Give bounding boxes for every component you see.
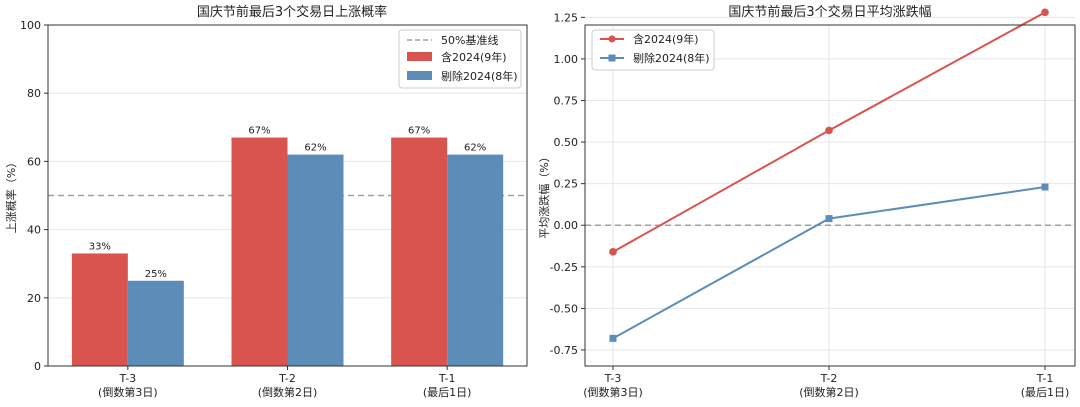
- bar-series-2: [287, 154, 344, 366]
- legend-reference-label: 50%基准线: [441, 33, 498, 47]
- line-chart-grid: [585, 16, 1075, 366]
- line-chart-y-axis-label: 平均涨跌幅（%）: [537, 151, 551, 238]
- bar-chart-y-tick-label: 80: [27, 87, 41, 100]
- line-chart-y-tick-label: 0.25: [554, 178, 579, 191]
- line-chart-y-tick-label: 1.25: [554, 11, 579, 24]
- bar-chart-title: 国庆节前最后3个交易日上涨概率: [197, 4, 387, 20]
- bar-chart-x-tick-label: T-1 (最后1日): [423, 372, 472, 399]
- bar-chart-y-tick-label: 0: [34, 360, 41, 373]
- line-chart-y-tick-label: -0.50: [550, 302, 578, 315]
- bar-data-label: 25%: [145, 269, 167, 280]
- line-chart-x-ticks: T-3 (倒数第3日) T-2 (倒数第2日) T-1 (最后1日): [583, 366, 1069, 399]
- bar-chart-legend: 50%基准线 含2024(9年) 剔除2024(8年): [398, 29, 522, 89]
- bar-data-label: 62%: [464, 143, 486, 154]
- legend-series-2-label: 剔除2024(8年): [441, 69, 518, 83]
- bar-data-label: 62%: [304, 143, 326, 154]
- line-chart-y-tick-label: 0.50: [554, 136, 579, 149]
- line-chart-y-tick-label: 0.00: [554, 219, 579, 232]
- line-chart-title: 国庆节前最后3个交易日平均涨跌幅: [728, 4, 931, 20]
- line-point-marker: [609, 334, 617, 342]
- line-chart-x-tick-label: T-1 (最后1日): [1021, 372, 1070, 399]
- line-chart-x-tick-label: T-3 (倒数第3日): [583, 372, 643, 399]
- line-point-marker: [825, 126, 833, 135]
- line-chart-x-tick-label: T-2 (倒数第2日): [799, 372, 859, 399]
- bar-chart-bars: [71, 137, 504, 366]
- line-point-marker: [609, 248, 617, 256]
- line-chart-plot-frame: [584, 24, 1076, 367]
- bar-chart-data-labels: 33% 67% 67% 25% 62% 62%: [89, 126, 487, 280]
- bar-chart-y-tick-label: 60: [27, 155, 41, 168]
- legend-line-2-label: 剔除2024(8年): [633, 51, 710, 65]
- line-chart-y-tick-label: -0.25: [550, 261, 578, 274]
- line-point-marker: [825, 215, 833, 223]
- bar-chart-y-tick-label: 20: [27, 292, 41, 305]
- bar-chart-y-tick-label: 40: [27, 224, 41, 237]
- bar-chart-x-ticks: T-3 (倒数第3日) T-2 (倒数第2日) T-1 (最后1日): [98, 366, 471, 399]
- bar-series-1: [231, 137, 288, 366]
- legend-series-2-swatch: [407, 71, 432, 80]
- line-point-marker: [1041, 8, 1049, 17]
- legend-line-1-marker: [608, 35, 616, 43]
- line-point-marker: [1041, 183, 1049, 191]
- bar-data-label: 67%: [248, 126, 270, 137]
- line-chart-legend: 含2024(9年) 剔除2024(8年): [591, 29, 715, 71]
- line-chart-lines: [609, 8, 1049, 342]
- bar-chart-y-ticks: 0 20 40 60 80 100: [20, 19, 48, 373]
- legend-series-1-swatch: [407, 52, 432, 61]
- bar-chart-y-tick-label: 100: [20, 19, 41, 32]
- bar-chart-x-tick-label: T-3 (倒数第3日): [98, 372, 158, 399]
- bar-chart: 国庆节前最后3个交易日上涨概率 33% 67% 67% 25% 62% 62% 0 20 40…: [4, 4, 528, 399]
- line-chart-y-tick-label: 0.75: [554, 94, 579, 107]
- bar-data-label: 33%: [89, 241, 111, 252]
- bar-series-2: [127, 280, 184, 366]
- line-chart-y-tick-label: -0.75: [550, 344, 578, 357]
- line-chart-y-ticks: -0.75 -0.50 -0.25 0.00 0.25 0.50 0.75 1.00 1.25: [550, 11, 585, 357]
- bar-series-2: [447, 154, 504, 366]
- bar-series-1: [71, 253, 128, 366]
- bar-chart-y-axis-label: 上涨概率（%）: [4, 157, 18, 233]
- legend-line-2-marker: [608, 54, 616, 62]
- bar-chart-x-tick-label: T-2 (倒数第2日): [258, 372, 318, 399]
- bar-data-label: 67%: [408, 126, 430, 137]
- legend-series-1-label: 含2024(9年): [441, 50, 507, 64]
- line-chart-y-tick-label: 1.00: [554, 53, 579, 66]
- legend-line-1-label: 含2024(9年): [633, 32, 699, 46]
- line-chart: 国庆节前最后3个交易日平均涨跌幅 -0.75 -0.50 -0.25 0.00 0.25…: [537, 4, 1076, 399]
- bar-series-1: [391, 137, 448, 366]
